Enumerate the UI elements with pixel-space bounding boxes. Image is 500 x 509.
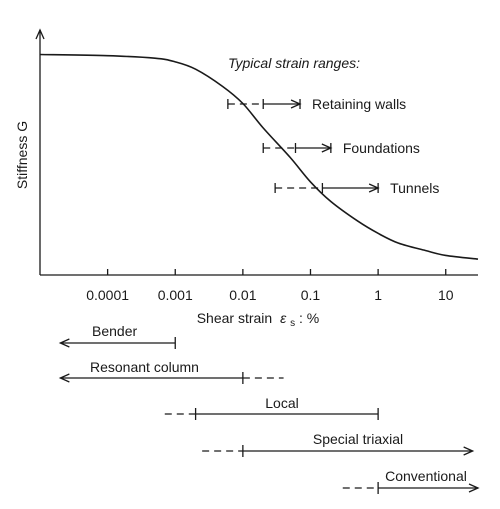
x-axis-label-main: Shear strain bbox=[197, 310, 272, 326]
test-range-3-label: Special triaxial bbox=[313, 431, 403, 447]
x-axis-label: Shear strain ε s : % bbox=[197, 310, 320, 329]
x-axis-label-unit: : % bbox=[299, 310, 319, 326]
strain-range-1-label: Foundations bbox=[343, 140, 420, 156]
x-tick-label-1: 0.001 bbox=[158, 287, 193, 303]
test-range-3-arrow-right bbox=[463, 446, 475, 456]
axes bbox=[35, 28, 478, 276]
x-axis-label-subscript: s bbox=[290, 318, 295, 329]
stiffness-curve-0 bbox=[39, 53, 479, 260]
test-range-4-arrow-right bbox=[468, 483, 480, 493]
y-axis-arrow bbox=[35, 28, 45, 40]
test-range-0-label: Bender bbox=[92, 323, 137, 339]
x-tick-label-4: 1 bbox=[374, 287, 382, 303]
strain-range-2-label: Tunnels bbox=[390, 180, 439, 196]
test-ranges-group: Bender Resonant column Local Special triaxi… bbox=[58, 323, 480, 494]
test-range-4-label: Conventional bbox=[385, 468, 467, 484]
test-range-0-arrow-left bbox=[58, 338, 70, 348]
stiffness-curve-group bbox=[39, 53, 479, 260]
test-range-2-label: Local bbox=[265, 395, 298, 411]
test-range-1-arrow-left bbox=[58, 373, 70, 383]
x-tick-label-5: 10 bbox=[438, 287, 454, 303]
strain-ranges-group: Retaining walls Foundations Tunnels bbox=[227, 96, 439, 196]
strain-range-0-label: Retaining walls bbox=[312, 96, 406, 112]
x-axis-label-symbol: ε bbox=[280, 310, 287, 326]
x-tick-label-2: 0.01 bbox=[229, 287, 256, 303]
strain-ranges-title: Typical strain ranges: bbox=[228, 55, 360, 71]
y-axis-label: Stiffness G bbox=[14, 121, 30, 189]
test-range-1-label: Resonant column bbox=[90, 359, 199, 375]
x-tick-label-3: 0.1 bbox=[301, 287, 321, 303]
x-tick-group: 0.0001 0.001 0.01 0.1 1 10 bbox=[86, 269, 454, 303]
x-tick-label-0: 0.0001 bbox=[86, 287, 129, 303]
